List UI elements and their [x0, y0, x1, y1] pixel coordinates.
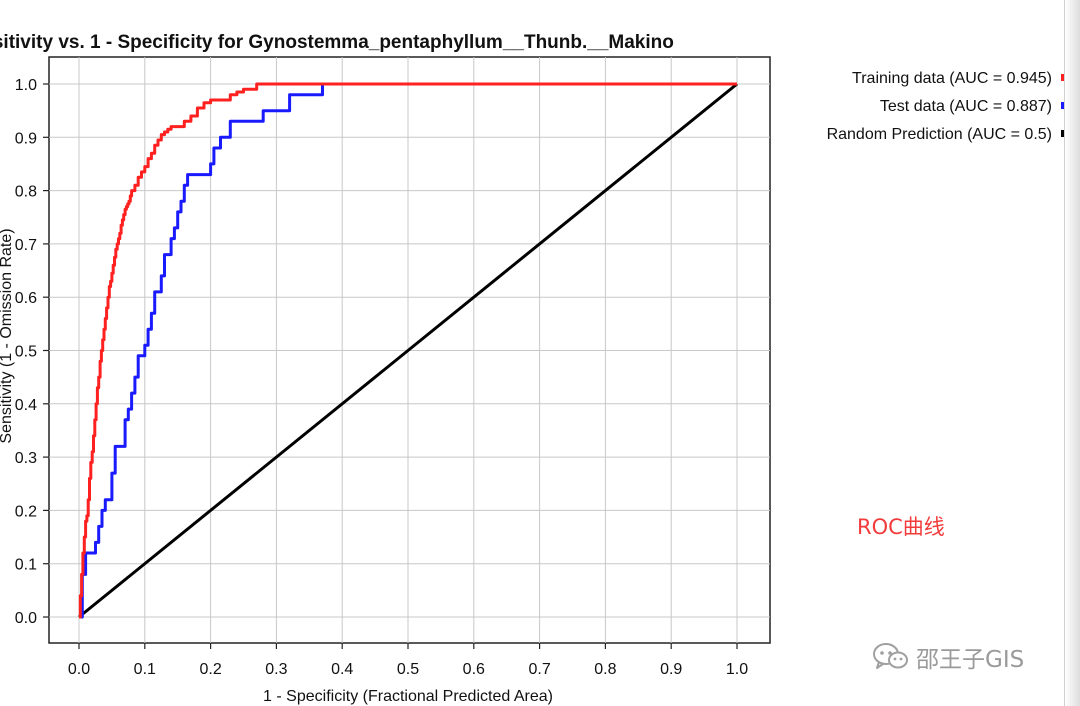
y-tick-label-3: 0.3: [15, 450, 37, 467]
legend-swatch-0: [1061, 74, 1064, 81]
x-tick-label-0: 0.0: [68, 661, 90, 678]
y-tick-label-8: 0.8: [15, 184, 37, 201]
x-tick-label-10: 1.0: [726, 661, 748, 678]
legend-label-1: Test data (AUC = 0.887): [880, 98, 1052, 115]
x-tick-label-9: 0.9: [660, 661, 682, 678]
legend-label-0: Training data (AUC = 0.945): [852, 70, 1052, 87]
legend-swatch-1: [1061, 102, 1064, 109]
y-tick-label-7: 0.7: [15, 237, 37, 254]
x-tick-label-2: 0.2: [199, 661, 221, 678]
y-tick-label-6: 0.6: [15, 290, 37, 307]
series-line-0: [78, 82, 737, 619]
chart-title: Sensitivity vs. 1 - Specificity for Gyno…: [0, 32, 674, 53]
y-tick-label-5: 0.5: [15, 344, 37, 361]
grid-lines: [49, 57, 770, 643]
x-tick-label-3: 0.3: [265, 661, 287, 678]
legend: Training data (AUC = 0.945) Test data (AU…: [827, 70, 1064, 143]
roc-annotation: ROC曲线: [857, 515, 945, 539]
x-tick-label-7: 0.7: [528, 661, 550, 678]
legend-swatch-2: [1061, 130, 1064, 137]
x-axis-label: 1 - Specificity (Fractional Predicted Ar…: [263, 688, 553, 705]
y-axis-ticks: 0.0 0.1 0.2 0.3 0.4 0.5 0.6 0.7 0.8 0.9 1.0: [15, 77, 49, 627]
legend-label-2: Random Prediction (AUC = 0.5): [827, 126, 1052, 143]
y-axis-label: Sensitivity (1 - Omission Rate): [0, 228, 15, 443]
y-tick-label-9: 0.9: [15, 130, 37, 147]
watermark-text: 邵王子GIS: [916, 647, 1025, 673]
y-tick-label-1: 0.1: [15, 557, 37, 574]
y-tick-label-2: 0.2: [15, 503, 37, 520]
series-line-1: [79, 82, 737, 619]
x-tick-label-6: 0.6: [463, 661, 485, 678]
x-tick-label-1: 0.1: [134, 661, 156, 678]
x-axis-ticks: 0.0 0.1 0.2 0.3 0.4 0.5 0.6 0.7 0.8 0.9 1.0: [68, 643, 748, 678]
window-edge: [1064, 0, 1080, 706]
watermark: 邵王子GIS: [872, 640, 1024, 674]
series-line-2: [78, 82, 738, 619]
wechat-icon: [873, 643, 908, 669]
y-tick-label-10: 1.0: [15, 77, 37, 94]
x-tick-label-4: 0.4: [331, 661, 353, 678]
y-tick-label-0: 0.0: [15, 610, 37, 627]
x-tick-label-8: 0.8: [594, 661, 616, 678]
x-tick-label-5: 0.5: [397, 661, 419, 678]
series-layer: [78, 82, 738, 619]
y-tick-label-4: 0.4: [15, 397, 37, 414]
